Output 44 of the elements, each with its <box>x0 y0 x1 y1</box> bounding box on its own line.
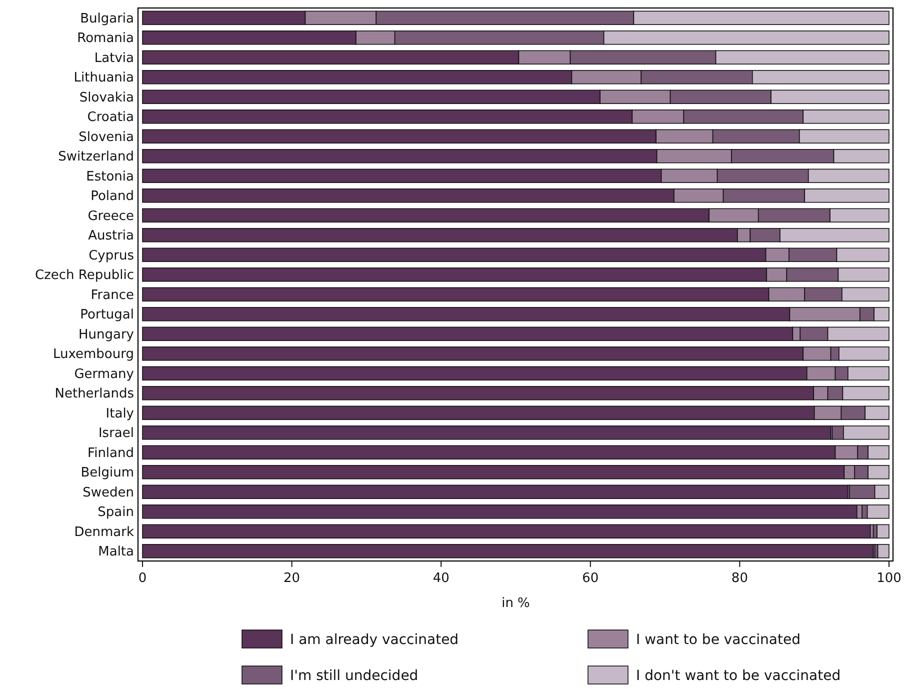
x-tick-label: 80 <box>731 571 748 586</box>
bar <box>142 504 858 519</box>
x-tick-label: 0 <box>138 571 147 586</box>
y-tick-label: Austria <box>88 228 134 244</box>
x-tick-label: 40 <box>432 571 450 586</box>
y-tick-label: Germany <box>74 366 134 382</box>
y-tick-label: Lithuania <box>74 70 134 86</box>
legend-label: I am already vaccinated <box>290 632 459 648</box>
y-tick-label: Latvia <box>94 50 134 66</box>
y-tick-label: Italy <box>106 406 134 422</box>
y-tick-label: Luxembourg <box>52 347 134 362</box>
bar <box>877 544 890 558</box>
bar <box>876 524 890 538</box>
legend-label: I'm still undecided <box>290 668 418 684</box>
y-tick-label: Spain <box>98 505 134 520</box>
y-tick-label: Portugal <box>80 308 134 323</box>
y-tick-label: Hungary <box>78 327 134 342</box>
x-tick-label: 100 <box>876 571 902 586</box>
y-tick-label: Netherlands <box>54 386 134 402</box>
legend-label: I don't want to be vaccinated <box>636 668 841 684</box>
bar <box>142 544 874 558</box>
y-tick-label: Slovakia <box>79 90 134 106</box>
y-tick-label: Sweden <box>82 485 134 500</box>
y-tick-label: Malta <box>98 544 134 560</box>
y-tick-label: Switzerland <box>58 150 134 165</box>
legend-label: I want to be vaccinated <box>636 632 800 648</box>
y-tick-label: Bulgaria <box>80 11 134 26</box>
y-tick-label: Croatia <box>87 110 134 126</box>
y-tick-label: Belgium <box>80 466 134 481</box>
y-tick-label: Romania <box>77 31 134 46</box>
y-tick-label: Greece <box>88 208 134 224</box>
y-tick-label: Finland <box>88 446 134 461</box>
y-tick-label: Israel <box>98 426 134 442</box>
y-tick-label: Slovenia <box>78 130 134 145</box>
x-tick-label: 60 <box>582 571 599 586</box>
bar <box>142 524 871 538</box>
y-tick-label: Poland <box>90 189 134 204</box>
x-tick-label: 20 <box>284 571 300 586</box>
y-tick-label: France <box>90 288 134 303</box>
y-tick-label: Czech Republic <box>35 268 134 284</box>
y-tick-label: Estonia <box>86 169 134 184</box>
y-tick-label: Cyprus <box>88 248 134 264</box>
y-tick-label: Denmark <box>74 524 134 540</box>
x-axis-title: in % <box>502 596 530 611</box>
